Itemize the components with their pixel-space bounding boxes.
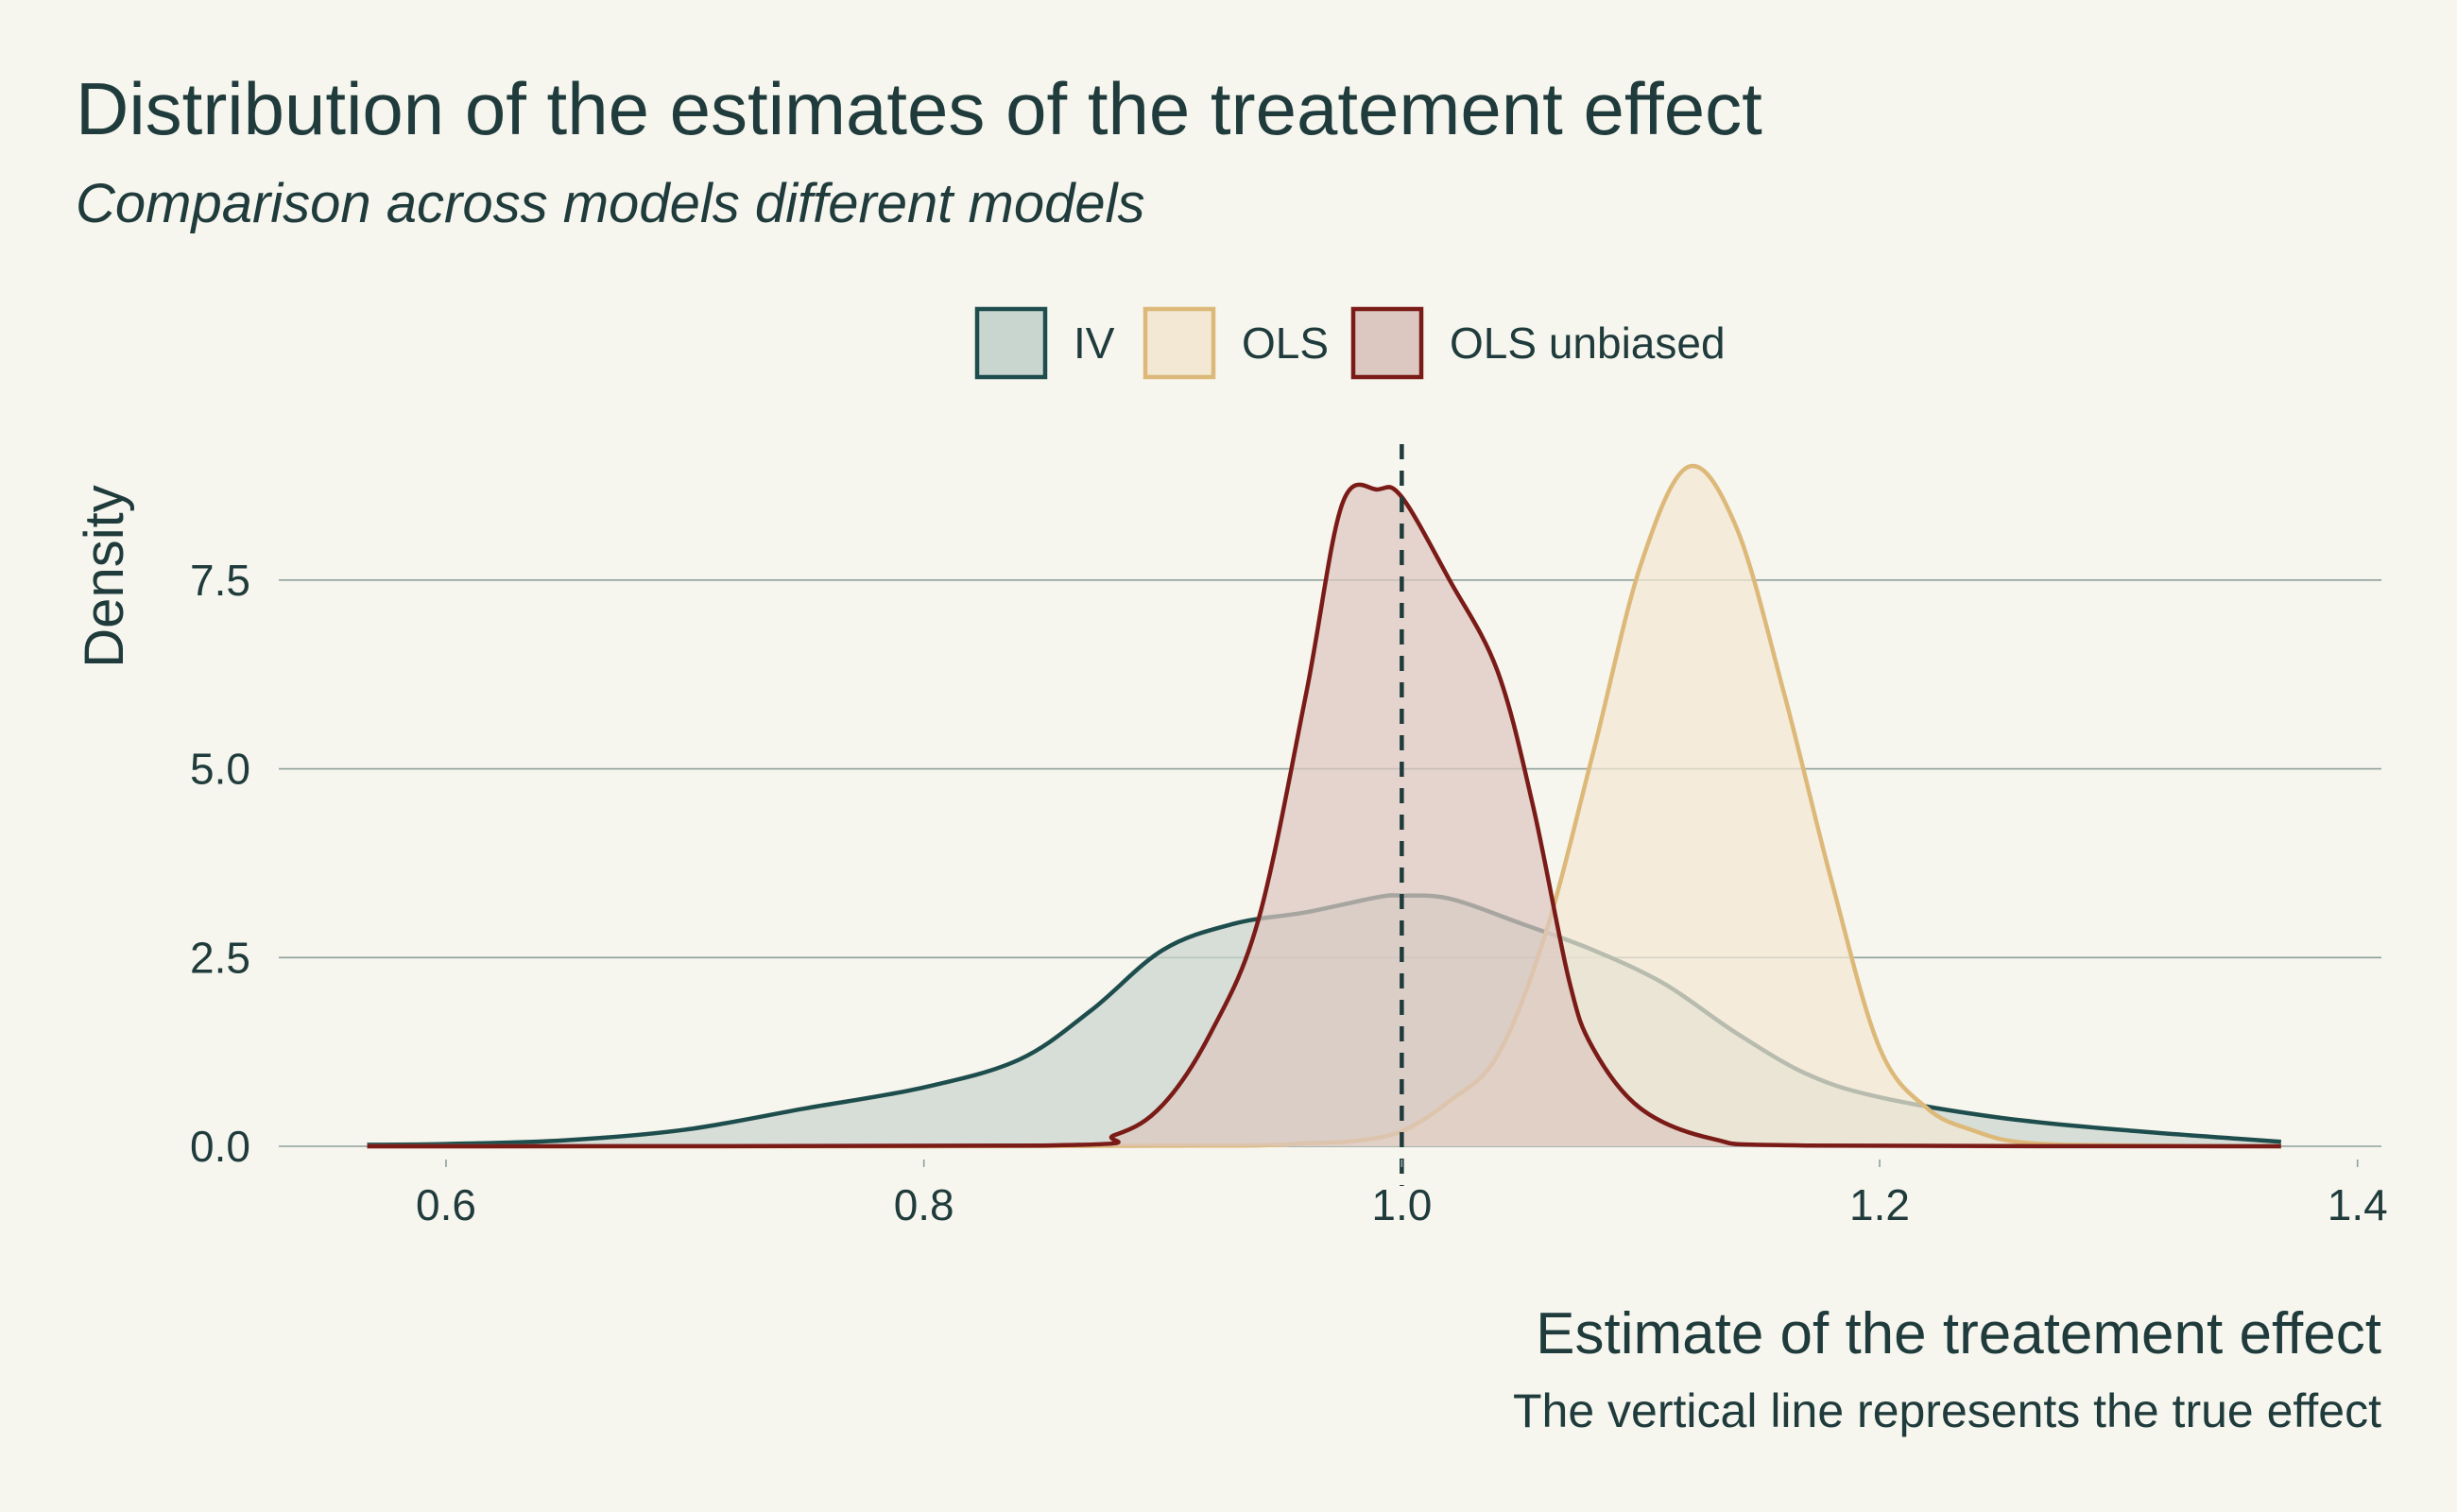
y-tick-label: 7.5 [190, 556, 250, 605]
y-tick-label: 2.5 [190, 933, 250, 982]
x-axis: 0.6 0.8 1.0 1.2 1.4 [416, 1160, 2388, 1229]
legend-label-iv: IV [1074, 318, 1115, 368]
legend-label-ols-unbiased: OLS unbiased [1450, 318, 1726, 368]
x-tick-label: 0.8 [894, 1180, 954, 1229]
density-area-ols [367, 466, 2281, 1146]
y-tick-label: 0.0 [190, 1122, 250, 1171]
legend: IV OLS OLS unbiased [974, 306, 1726, 380]
x-tick-label: 1.4 [2328, 1180, 2388, 1229]
y-tick-label: 5.0 [190, 745, 250, 794]
x-tick-label: 0.6 [416, 1180, 476, 1229]
legend-key-iv [974, 306, 1048, 380]
density-area-ols-unbiased [367, 484, 2281, 1146]
density-areas [367, 463, 2281, 1149]
y-axis-label: Density [74, 485, 135, 667]
x-axis-label: Estimate of the treatement effect [1536, 1301, 2381, 1366]
density-line-ols-unbiased [367, 482, 2281, 1149]
legend-key-ols [1143, 306, 1216, 380]
chart-caption: The vertical line represents the true ef… [1513, 1384, 2381, 1437]
x-tick-label: 1.2 [1849, 1180, 1910, 1229]
legend-label-ols: OLS [1242, 318, 1329, 368]
y-axis: 0.0 2.5 5.0 7.5 [190, 556, 250, 1171]
x-tick-label: 1.0 [1371, 1180, 1432, 1229]
chart-title: Distribution of the estimates of the tre… [76, 67, 1762, 150]
chart-subtitle: Comparison across models different model… [76, 173, 1144, 234]
legend-key-ols-unbiased [1350, 306, 1424, 380]
